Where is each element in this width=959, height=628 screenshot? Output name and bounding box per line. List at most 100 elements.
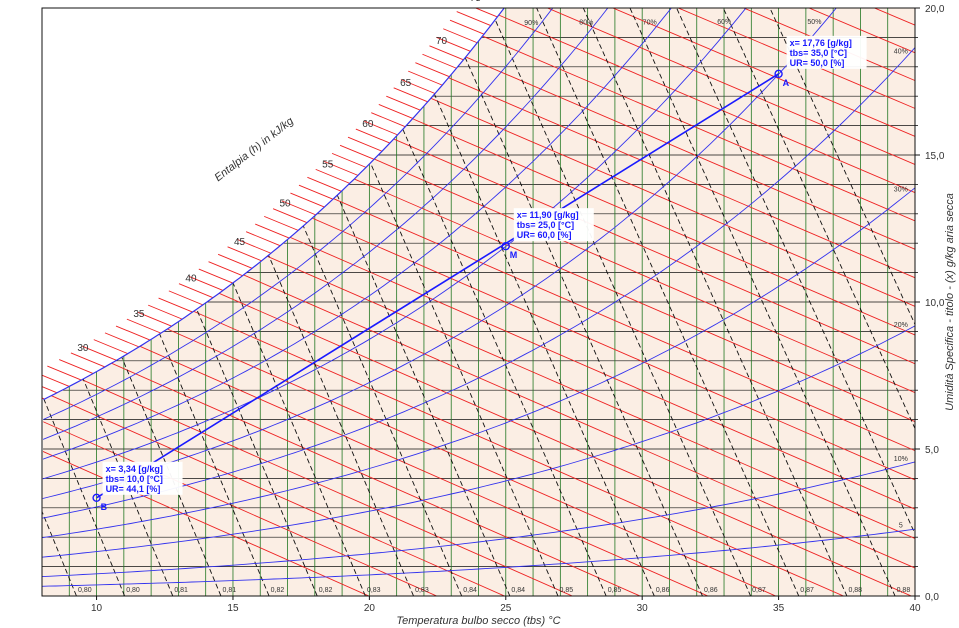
enthalpy-hatch-line (255, 223, 290, 239)
x-axis-label: Temperatura bulbo secco (tbs) °C (396, 615, 560, 627)
rh-label: 30% (894, 186, 908, 193)
enthalpy-tick-label: 60 (362, 119, 374, 130)
volume-line (417, 8, 716, 596)
volume-label: 0,83 (367, 587, 381, 594)
enthalpy-hatch-line (443, 28, 478, 44)
enthalpy-hatch-line (147, 304, 183, 320)
volume-label: 0,80 (78, 587, 92, 594)
volume-label: 0,86 (704, 587, 718, 594)
enthalpy-hatch-line (93, 339, 128, 355)
x-tick-label: 30 (637, 603, 649, 614)
volume-line (42, 8, 186, 596)
enthalpy-hatch-line (82, 345, 117, 361)
enthalpy-hatch-line (272, 208, 308, 224)
volume-line (463, 8, 765, 596)
volume-line (603, 8, 909, 596)
enthalpy-hatch-line (115, 325, 151, 341)
volume-label: 0,86 (656, 587, 670, 594)
enthalpy-hatch-line (188, 275, 224, 291)
volume-label: 0,85 (608, 587, 622, 594)
rh-label: 50% (807, 19, 821, 26)
enthalpy-line (604, 8, 915, 596)
enthalpy-hatch-line (158, 297, 193, 313)
state-point-label: B (101, 502, 108, 512)
state-info-line: tbs= 10,0 [°C] (106, 474, 163, 484)
left-margin (0, 0, 42, 628)
enthalpy-tick-label: 70 (436, 36, 448, 47)
volume-line (42, 8, 138, 596)
y-tick-label: 20,0 (925, 4, 945, 15)
state-info-line: x= 3,34 [g/kg] (106, 464, 163, 474)
enthalpy-hatch-line (363, 120, 398, 136)
state-info-box (513, 208, 594, 242)
state-point-marker (92, 493, 101, 503)
volume-label: 0,88 (848, 587, 862, 594)
state-info-line: UR= 60,0 [%] (517, 230, 572, 240)
rh-label: 5 (899, 522, 903, 529)
enthalpy-hatch-line (400, 79, 436, 94)
rh-curve (42, 8, 915, 441)
volume-line (323, 8, 620, 596)
volume-line (230, 8, 523, 596)
enthalpy-hatch-line (298, 184, 334, 200)
enthalpy-hatch-line (355, 128, 391, 144)
enthalpy-hatch-line (178, 283, 214, 299)
state-info-line: x= 11,90 [g/kg] (517, 210, 579, 220)
volume-label: 0,87 (752, 587, 766, 594)
state-point-label: A (783, 78, 790, 88)
rh-curve (42, 461, 915, 578)
enthalpy-hatch-line (198, 268, 233, 284)
enthalpy-hatch-line (449, 19, 485, 35)
enthalpy-hatch-line (371, 112, 406, 128)
enthalpy-hatch-line (70, 352, 106, 368)
enthalpy-tick-label: 50 (279, 199, 291, 210)
enthalpy-hatch-line (331, 152, 367, 168)
volume-label: 0,81 (174, 587, 188, 594)
enthalpy-hatch-line (217, 253, 253, 269)
rh-label: 40% (894, 49, 908, 56)
enthalpy-tick-label: 35 (133, 309, 145, 320)
state-points: Ax= 17,76 [g/kg]tbs= 35,0 [°C]UR= 50,0 [… (92, 35, 867, 512)
state-info-line: UR= 50,0 [%] (790, 58, 845, 68)
enthalpy-line (42, 8, 640, 596)
enthalpy-hatch-line (347, 136, 383, 152)
x-tick-label: 10 (91, 603, 103, 614)
volume-label: 0,84 (463, 587, 477, 594)
saturation-curve (43, 7, 505, 401)
enthalpy-line (42, 8, 775, 596)
enthalpy-tick-label: 65 (400, 78, 412, 89)
enthalpy-line (42, 8, 436, 596)
volume-label: 0,82 (319, 587, 333, 594)
enthalpy-hatch-line (393, 87, 428, 103)
enthalpy-tick-label: 40 (185, 274, 197, 285)
rh-curve (42, 8, 915, 460)
volume-label: 0,88 (897, 587, 911, 594)
enthalpy-hatch-line (104, 332, 140, 348)
rh-curve (42, 187, 915, 539)
enthalpy-hatch-line (208, 261, 243, 277)
enthalpy-tick-label: 55 (322, 159, 334, 170)
enthalpy-hatch-line (408, 70, 443, 86)
enthalpy-hatch-line (47, 365, 82, 381)
x-tick-label: 35 (773, 603, 785, 614)
enthalpy-line (344, 8, 915, 596)
state-info-line: tbs= 25,0 [°C] (517, 220, 574, 230)
enthalpy-tick-label: 75 (470, 0, 482, 4)
rh-label: 70% (643, 19, 657, 26)
y-tick-label: 10,0 (925, 298, 945, 309)
enthalpy-hatch-line (415, 62, 450, 78)
volume-line (556, 8, 861, 596)
enthalpy-hatch-line (422, 53, 457, 69)
rh-label: 20% (894, 322, 908, 329)
state-point-marker (501, 241, 510, 251)
state-info-line: UR= 44,1 [%] (106, 484, 161, 494)
enthalpy-hatch-line (245, 231, 281, 247)
state-info-box (102, 461, 183, 495)
enthalpy-hatch-line (456, 11, 491, 27)
enthalpy-tick-label: 45 (234, 237, 246, 248)
enthalpy-hatch-line (378, 104, 413, 119)
x-tick-label: 20 (364, 603, 376, 614)
enthalpy-tick-label: 30 (77, 343, 89, 354)
